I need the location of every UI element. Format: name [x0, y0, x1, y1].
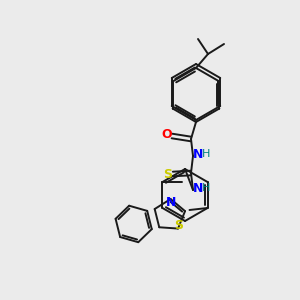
Text: N: N: [165, 196, 176, 208]
Text: S: S: [175, 219, 184, 232]
Text: N: N: [193, 182, 203, 194]
Text: O: O: [162, 128, 172, 142]
Text: N: N: [193, 148, 203, 160]
Text: H: H: [202, 183, 210, 193]
Text: S: S: [164, 167, 172, 181]
Text: H: H: [202, 149, 210, 159]
